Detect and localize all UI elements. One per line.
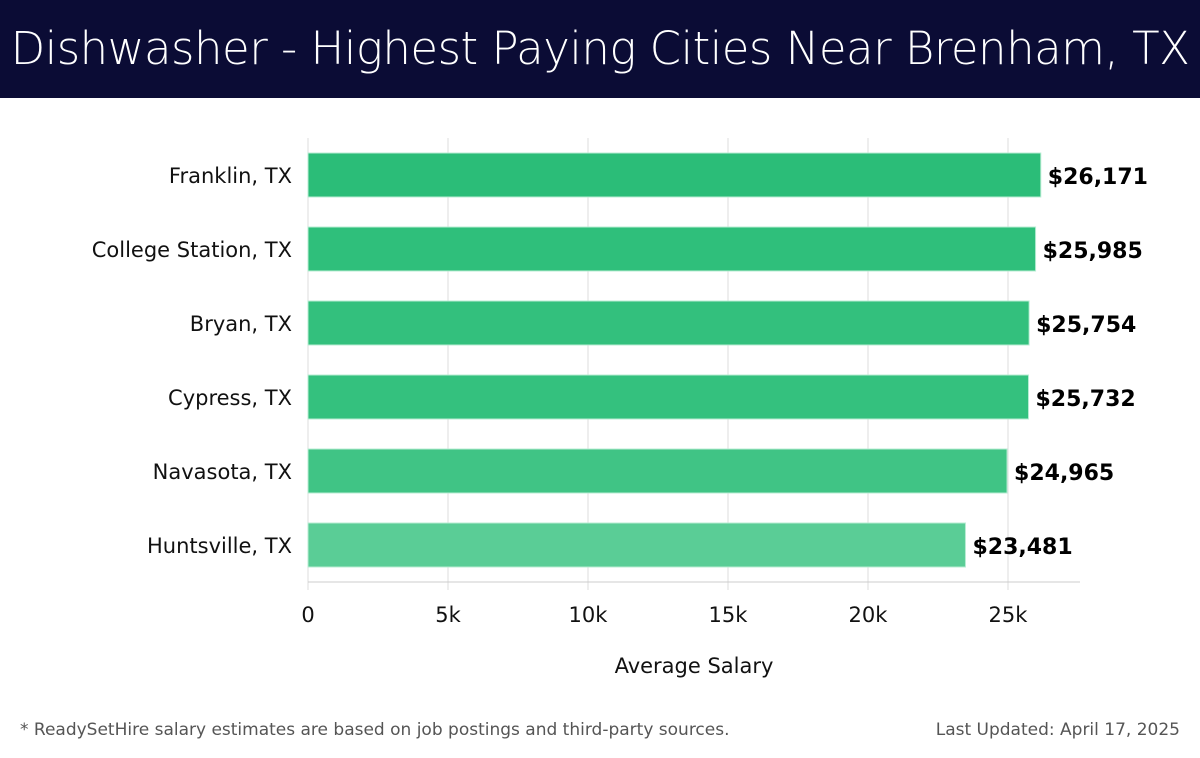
y-tick-label: Navasota, TX <box>153 460 292 484</box>
y-tick-label: Bryan, TX <box>190 312 292 336</box>
data-label: $24,965 <box>1014 461 1114 486</box>
bar <box>307 300 1030 346</box>
data-label: $23,481 <box>972 535 1072 560</box>
x-tick-label: 25k <box>989 603 1029 627</box>
bar <box>307 448 1008 494</box>
y-tick-label: Franklin, TX <box>169 164 292 188</box>
bar <box>307 374 1029 420</box>
bar <box>307 152 1042 198</box>
x-axis-label: Average Salary <box>615 654 774 678</box>
y-tick-label: Huntsville, TX <box>147 534 292 558</box>
last-updated: Last Updated: April 17, 2025 <box>935 720 1180 740</box>
data-label: $25,732 <box>1035 387 1135 412</box>
x-tick-label: 15k <box>709 603 749 627</box>
x-tick-label: 20k <box>849 603 889 627</box>
x-tick-label: 0 <box>301 603 314 627</box>
x-tick-label: 5k <box>435 603 461 627</box>
bar-chart: 0 5k 10k 15k 20k 25k Franklin, TX $26,171 Colleg… <box>92 138 1148 678</box>
data-label: $25,754 <box>1036 313 1136 338</box>
bar <box>307 522 966 568</box>
bar <box>307 226 1037 272</box>
footnote: * ReadySetHire salary estimates are base… <box>20 720 730 740</box>
data-label: $26,171 <box>1048 165 1148 190</box>
x-tick-label: 10k <box>569 603 609 627</box>
y-tick-label: College Station, TX <box>92 238 292 262</box>
data-label: $25,985 <box>1043 239 1143 264</box>
chart-title: Dishwasher - Highest Paying Cities Near … <box>0 0 1200 98</box>
y-tick-label: Cypress, TX <box>168 386 292 410</box>
